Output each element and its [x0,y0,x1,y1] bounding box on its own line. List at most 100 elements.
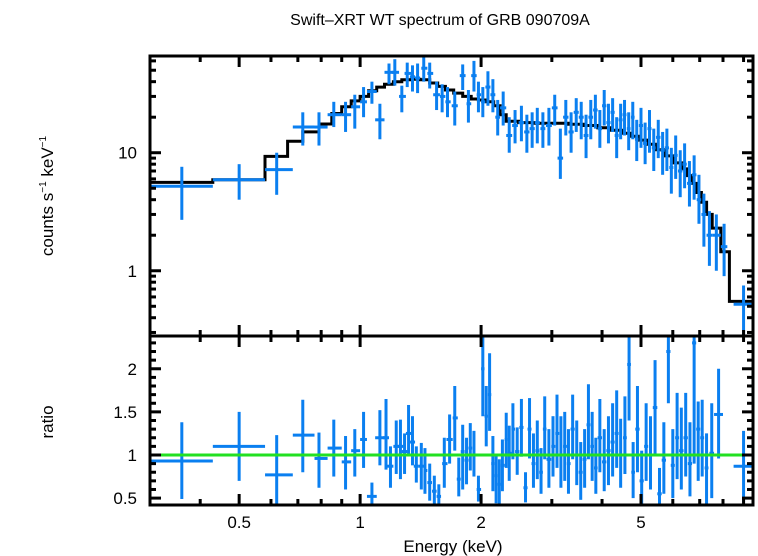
ylabel-mid: keV [38,147,57,182]
chart-title: Swift–XRT WT spectrum of GRB 090709A [290,12,590,29]
ratio-point [212,411,266,481]
ratio-point [484,386,488,447]
x-axis-title: Energy (keV) [403,537,502,556]
ratio-point [692,336,697,464]
ratio-point [436,484,442,505]
ratio-point [314,432,328,488]
ratio-point [497,459,501,505]
lower-frame [148,334,755,507]
ratio-point [476,475,482,502]
data-point [433,81,440,111]
ratio-point [546,429,552,488]
ratio-point [555,394,560,468]
ratio-point [644,403,649,481]
data-point [485,71,491,106]
data-point [630,101,635,140]
data-point [647,110,652,153]
ratio-point [733,430,753,503]
data-point [466,89,472,123]
data-points-group [150,56,753,336]
data-point [597,110,603,148]
x-tick-label: 0.5 [227,513,251,532]
ratio-point [442,437,448,488]
ratio-point [666,336,671,404]
data-point [651,128,656,172]
y-tick-label: 1 [128,446,137,465]
ratio-point [409,416,416,466]
data-point [391,59,400,86]
ratio-point [648,416,653,490]
data-point [439,84,446,113]
ratio-point [618,418,623,488]
data-point [593,94,598,129]
data-point [524,114,530,153]
ratio-point [661,422,666,494]
ratio-point [582,429,587,488]
data-point [626,112,631,151]
x-tick-label: 5 [636,513,645,532]
ratio-points-group [150,336,753,505]
ratio-point [606,416,611,486]
ratio-point [515,427,520,475]
data-point [427,62,434,89]
ratio-point [574,420,579,486]
data-point [588,99,594,140]
data-point [366,81,377,104]
data-point [733,285,753,336]
ratio-point [675,392,680,480]
ratio-point [551,416,556,477]
ratio-point [481,336,485,417]
x-tick-label: 2 [476,513,485,532]
ratio-point [559,416,564,488]
ratio-point [452,386,458,451]
data-point [292,112,315,146]
data-point [476,81,482,113]
ratio-point [527,398,532,459]
data-point [614,117,619,159]
ratio-panel: 0.5 1 1.5 2 ratio [38,334,755,508]
ratio-point [566,429,571,494]
data-point [656,119,661,159]
data-point [375,103,385,140]
ratio-point [456,457,461,497]
ratio-point [542,396,547,460]
data-point [669,147,674,194]
ylabel-base: counts s [38,193,57,256]
data-point [490,79,496,113]
data-point [634,119,639,162]
data-point [568,112,574,153]
ratio-point [602,429,607,492]
lower-y-axis-title: ratio [38,405,57,438]
data-point [399,85,406,113]
ratio-point [563,411,567,481]
data-point [606,103,611,144]
data-point [351,94,361,129]
ratio-point [523,472,528,503]
x-tick-label: 1 [355,513,364,532]
data-point [682,143,687,189]
data-point [696,174,702,224]
data-point [518,105,525,142]
data-point [583,114,589,159]
data-point [673,135,678,179]
data-point [602,89,607,126]
ratio-point [622,396,627,474]
ratio-point [570,394,575,460]
data-point [212,164,266,200]
data-point [481,87,486,118]
data-point [720,223,728,277]
ratio-point [292,399,315,473]
data-point [677,150,683,198]
ratio-point [652,360,658,455]
ratio-point [397,419,404,480]
ratio-point [679,407,684,490]
data-point [712,214,721,271]
ratio-point [460,424,465,490]
ratio-point [657,467,662,505]
spectrum-panel: 110 counts s−1 keV−1 [38,54,755,338]
upper-y-tick-labels: 1 10 [118,144,137,281]
data-point [545,107,552,146]
ratio-point [360,411,367,468]
ratio-point [500,439,505,492]
